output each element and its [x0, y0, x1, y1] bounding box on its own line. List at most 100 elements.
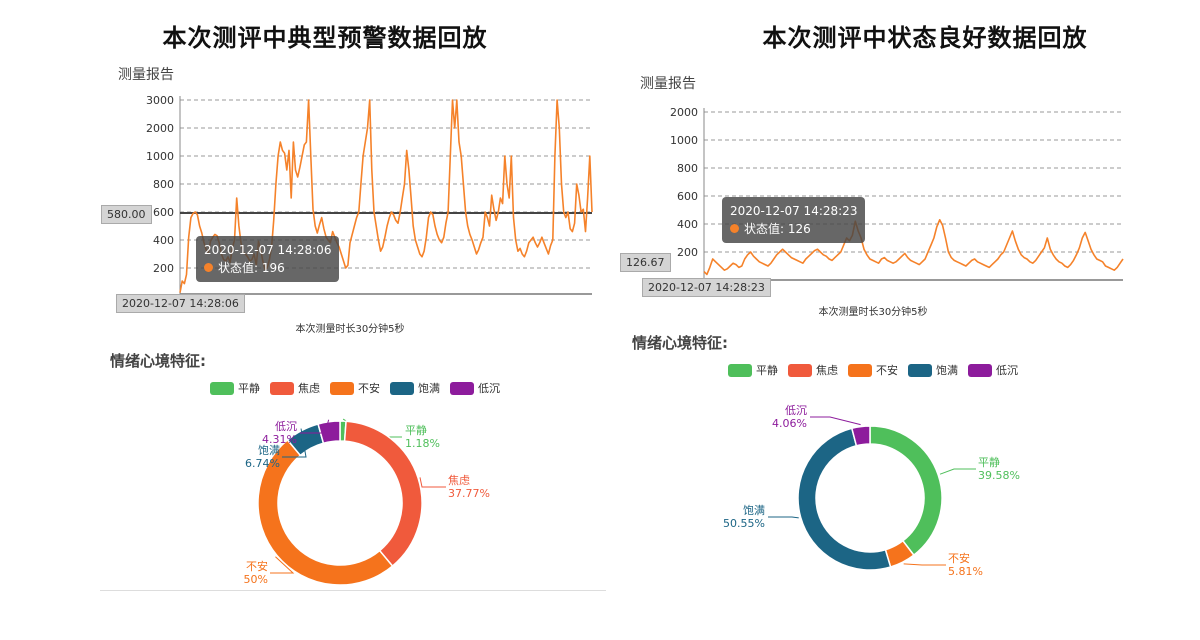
label-leader-line — [768, 516, 799, 519]
donut-slice[interactable] — [850, 425, 871, 447]
tooltip-time: 2020-12-07 14:28:23 — [730, 204, 858, 218]
divider — [100, 590, 606, 591]
legend-swatch — [728, 363, 752, 377]
legend-label: 焦虑 — [816, 364, 838, 377]
slice-value-label: 1.18% — [405, 437, 440, 450]
legend-label: 平静 — [756, 364, 778, 377]
duration-text: 本次测量时长30分钟5秒 — [818, 307, 928, 318]
legend-label: 低沉 — [996, 364, 1018, 377]
y-tick-label: 800 — [677, 162, 698, 175]
tooltip-value: 状态值: 196 — [218, 261, 285, 275]
y-tick-label: 1000 — [146, 150, 174, 163]
line-chart-warning: 200 400 600 800 1000 2000 3000 — [146, 94, 593, 295]
label-leader-line — [903, 563, 946, 566]
main-title-warning: 本次测评中典型预警数据回放 — [162, 24, 488, 52]
x-axis-pointer-label: 2020-12-07 14:28:23 — [642, 278, 771, 297]
slice-value-label: 4.06% — [772, 417, 807, 430]
slice-value-label: 50% — [244, 573, 268, 586]
y-tick-label: 1000 — [670, 134, 698, 147]
slice-value-label: 39.58% — [978, 469, 1020, 482]
legend-item[interactable]: 低沉 — [450, 380, 500, 396]
y-tick-label: 3000 — [146, 94, 174, 107]
slice-value-label: 50.55% — [723, 517, 765, 530]
legend-item[interactable]: 平静 — [728, 362, 778, 378]
legend-label: 饱满 — [418, 382, 440, 395]
tooltip-value-row: 状态值: 126 — [730, 220, 857, 238]
label-leader-line — [300, 419, 330, 434]
legend-label: 焦虑 — [298, 382, 320, 395]
slice-name-label: 低沉 — [785, 404, 807, 417]
duration-text: 本次测量时长30分钟5秒 — [295, 324, 405, 335]
slice-value-label: 5.81% — [948, 565, 983, 578]
slice-name-label: 不安 — [246, 559, 268, 573]
orange-dot-icon — [204, 263, 213, 272]
label-leader-line — [419, 477, 446, 488]
donut-slice[interactable] — [257, 438, 394, 586]
legend-item[interactable]: 焦虑 — [788, 362, 838, 378]
y-tick-label: 200 — [153, 262, 174, 275]
label-leader-line — [939, 468, 976, 475]
legend: 平静 焦虑 不安 饱满 低沉 — [210, 380, 500, 396]
legend-item[interactable]: 饱满 — [908, 362, 958, 378]
report-label: 测量报告 — [118, 67, 174, 83]
slice-name-label: 低沉 — [275, 420, 297, 433]
label-leader-line — [810, 416, 861, 426]
donut-slice[interactable] — [317, 420, 341, 445]
legend-item[interactable]: 不安 — [330, 380, 380, 396]
legend-item[interactable]: 平静 — [210, 380, 260, 396]
report-label: 测量报告 — [640, 76, 696, 92]
panel-warning: 本次测评中典型预警数据回放 测量报告 200 400 600 800 1000 2000 3… — [100, 24, 606, 591]
legend-swatch — [330, 381, 354, 395]
slice-name-label: 饱满 — [258, 443, 280, 457]
donut-slice[interactable] — [869, 425, 943, 557]
legend-item[interactable]: 不安 — [848, 362, 898, 378]
y-axis-pointer-label: 580.00 — [101, 205, 152, 224]
legend-item[interactable]: 焦虑 — [270, 380, 320, 396]
legend-label: 不安 — [358, 382, 380, 395]
orange-dot-icon — [730, 224, 739, 233]
legend-label: 平静 — [238, 382, 260, 395]
legend-swatch — [210, 381, 234, 395]
legend-item[interactable]: 低沉 — [968, 362, 1018, 378]
y-tick-label: 600 — [677, 190, 698, 203]
legend-label: 低沉 — [478, 382, 500, 395]
donut-slice[interactable] — [797, 427, 892, 571]
label-leader-line — [282, 428, 307, 458]
slice-name-label: 不安 — [948, 551, 970, 565]
label-leader-line — [270, 556, 295, 574]
legend-swatch — [270, 381, 294, 395]
x-axis-pointer-label: 2020-12-07 14:28:06 — [116, 294, 245, 313]
tooltip-box: 2020-12-07 14:28:23 状态值: 126 — [722, 197, 866, 243]
slice-name-label: 平静 — [405, 423, 427, 437]
slice-name-label: 饱满 — [743, 503, 765, 517]
slice-value-label: 37.77% — [448, 487, 490, 500]
slice-name-label: 平静 — [978, 455, 1000, 469]
tooltip-value: 状态值: 126 — [744, 222, 811, 236]
y-tick-label: 2000 — [670, 106, 698, 119]
legend-label: 饱满 — [936, 364, 958, 377]
y-axis-pointer-label: 126.67 — [620, 253, 671, 272]
tooltip-box: 2020-12-07 14:28:06 状态值: 196 — [196, 236, 340, 282]
legend-swatch — [848, 363, 872, 377]
y-tick-label: 400 — [153, 234, 174, 247]
main-title-good: 本次测评中状态良好数据回放 — [762, 24, 1088, 52]
y-tick-label: 2000 — [146, 122, 174, 135]
y-tick-label: 800 — [153, 178, 174, 191]
legend: 平静 焦虑 不安 饱满 低沉 — [728, 362, 1018, 378]
tooltip-time: 2020-12-07 14:28:06 — [204, 243, 332, 257]
legend-swatch — [908, 363, 932, 377]
panel-good: 本次测评中状态良好数据回放 测量报告 200 400 600 800 1000 2000 … — [600, 0, 1200, 640]
tooltip-value-row: 状态值: 196 — [204, 259, 331, 277]
y-tick-label: 600 — [153, 206, 174, 219]
y-tick-label: 400 — [677, 218, 698, 231]
legend-label: 不安 — [876, 364, 898, 377]
legend-swatch — [968, 363, 992, 377]
emotion-title: 情绪心境特征: — [632, 334, 728, 352]
y-tick-label: 200 — [677, 246, 698, 259]
emotion-title: 情绪心境特征: — [110, 352, 206, 370]
legend-swatch — [450, 381, 474, 395]
slice-value-label: 6.74% — [245, 457, 280, 470]
legend-item[interactable]: 饱满 — [390, 380, 440, 396]
